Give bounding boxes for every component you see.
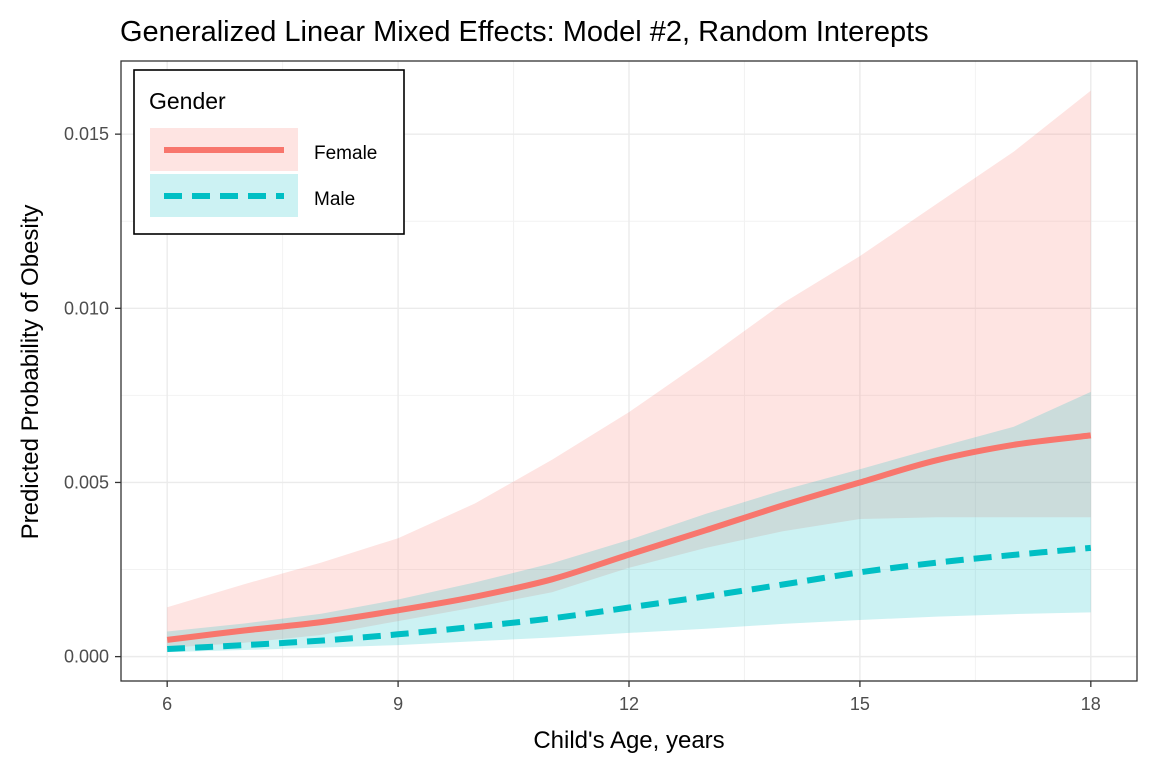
legend-label-female: Female	[314, 143, 377, 164]
x-tick-label: 18	[1081, 694, 1101, 714]
x-axis-title: Child's Age, years	[533, 727, 724, 754]
x-tick-label: 9	[393, 694, 403, 714]
y-axis: 0.000 0.005 0.010 0.015	[64, 124, 121, 667]
legend-entry-female: Female	[150, 128, 377, 171]
y-tick-label: 0.010	[64, 298, 109, 318]
legend-label-male: Male	[314, 189, 355, 210]
line-female	[166, 432, 1092, 643]
legend: Gender Female Male	[133, 69, 405, 235]
x-axis: 6 9 12 15 18	[162, 681, 1101, 714]
x-tick-label: 6	[162, 694, 172, 714]
line-male	[167, 544, 1092, 652]
band-female	[167, 90, 1091, 648]
band-male	[167, 391, 1091, 653]
confidence-bands	[167, 90, 1091, 653]
y-axis-title: Predicted Probability of Obesity	[17, 205, 44, 540]
legend-entry-male: Male	[150, 174, 355, 217]
chart-title: Generalized Linear Mixed Effects: Model …	[120, 16, 929, 48]
series-lines	[166, 432, 1092, 652]
x-tick-label: 12	[619, 694, 639, 714]
y-tick-label: 0.005	[64, 472, 109, 492]
x-tick-label: 15	[850, 694, 870, 714]
y-tick-label: 0.000	[64, 647, 109, 667]
legend-title: Gender	[149, 88, 226, 114]
y-tick-label: 0.015	[64, 124, 109, 144]
